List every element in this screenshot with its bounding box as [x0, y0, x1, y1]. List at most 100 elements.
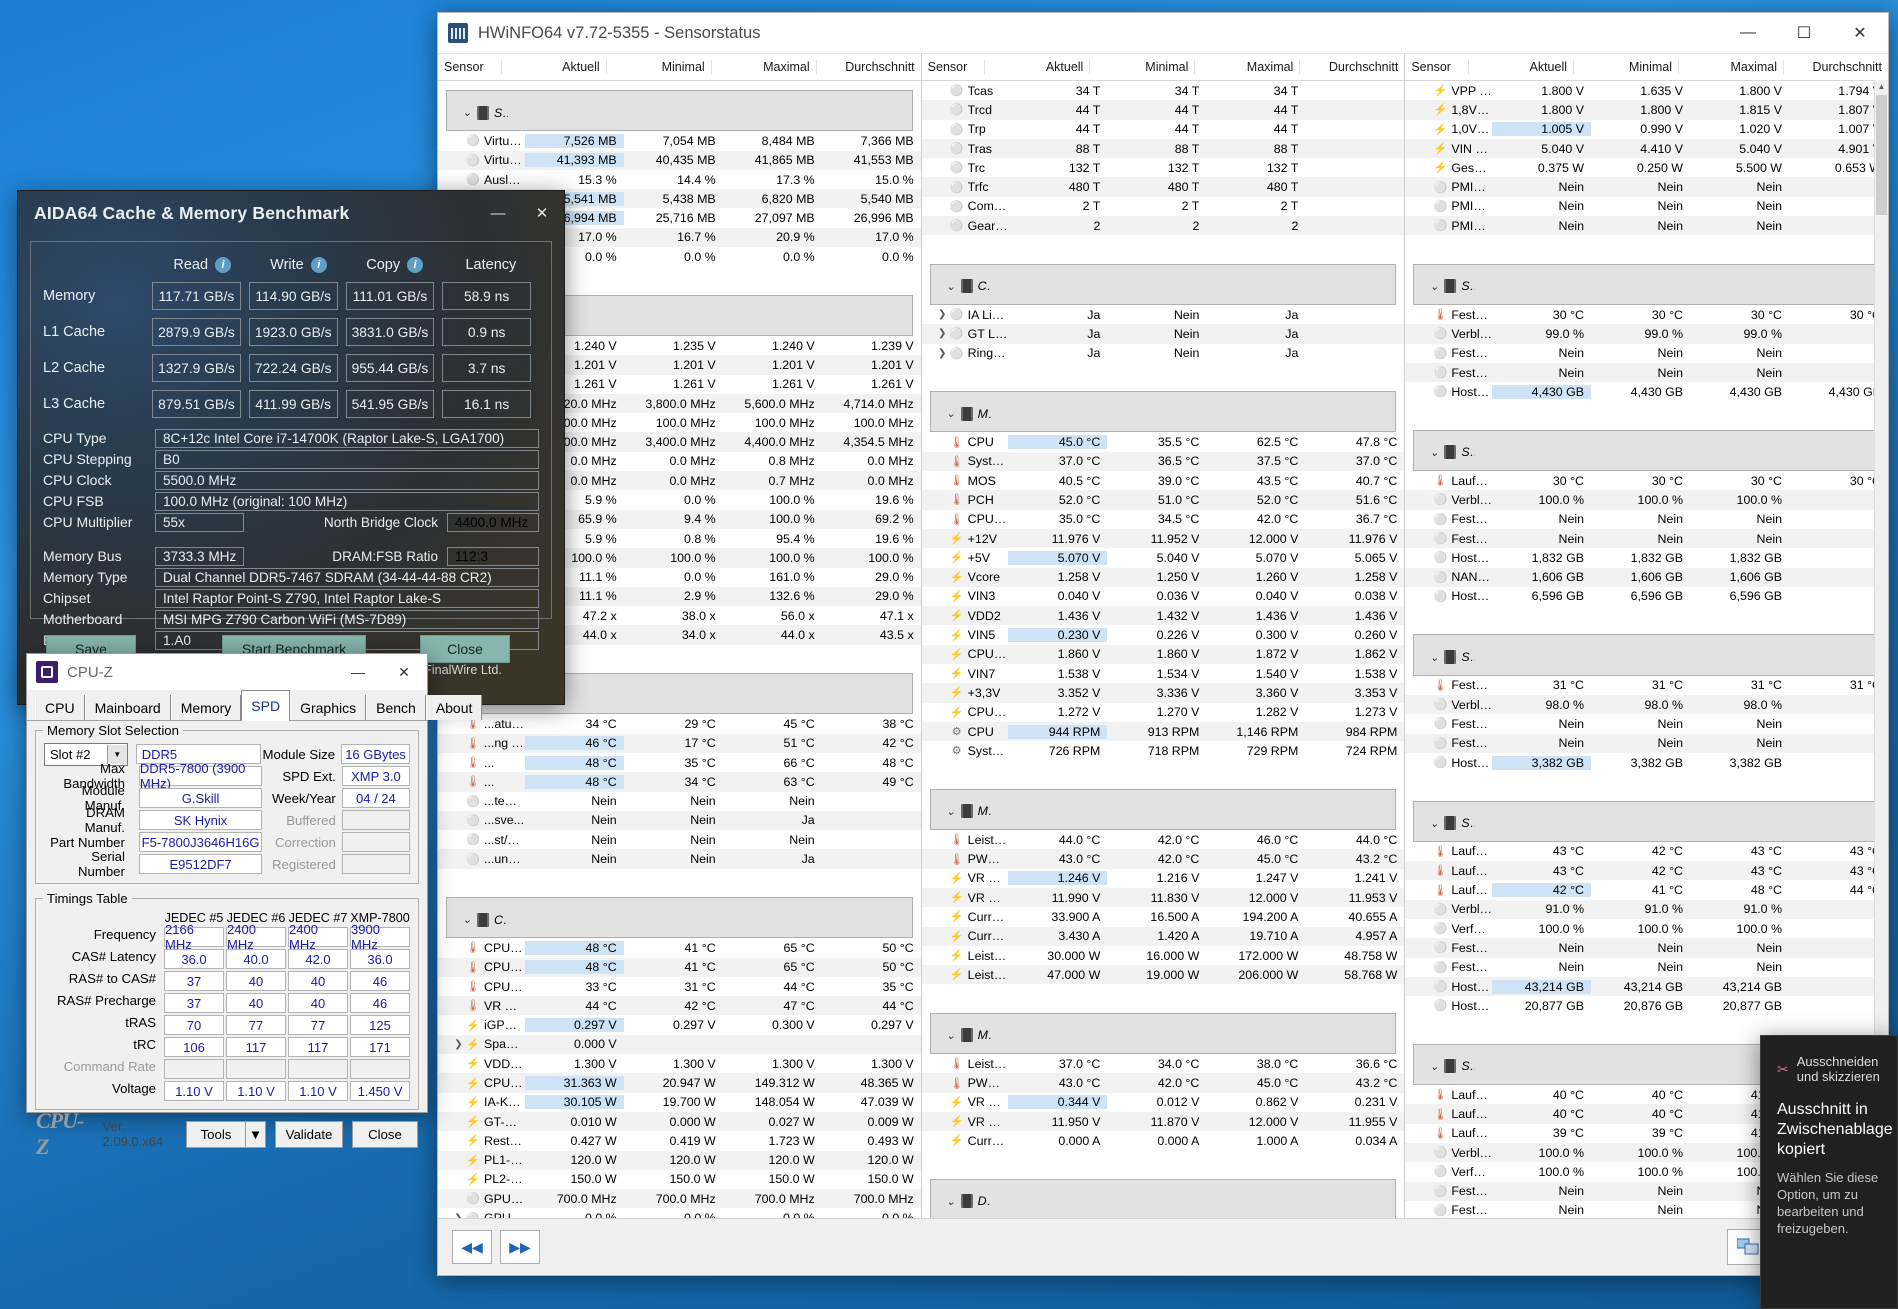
sensor-row[interactable]: ⚡ VIN7 1.538 V 1.534 V 1.540 V 1.538 V	[922, 664, 1405, 683]
sensor-row[interactable]: ⚙ System 4 726 RPM 718 RPM 729 RPM 724 RPM	[922, 741, 1405, 760]
sensor-row[interactable]: ⚪ ...sve... Nein Nein Ja	[438, 810, 921, 831]
sensor-row[interactable]: ❯⚪IA Limit Reasons Ja Nein Ja	[922, 305, 1405, 324]
sensor-row[interactable]: 🌡Festplatten-Luftstro... 30 °C 30 °C 30 °C 3…	[1405, 305, 1888, 324]
sensor-row[interactable]: ⚪Festplattenfehler Nein Nein Nein	[1405, 510, 1888, 529]
aida64-window-controls[interactable]: — ✕	[476, 191, 564, 235]
prev-page-button[interactable]: ◀◀	[452, 1230, 492, 1264]
sensor-row[interactable]: 🌡Laufwerkstemperatur 2 43 °C 42 °C 43 °C 43 …	[1405, 861, 1888, 881]
sensor-group-header[interactable]: ⌄ MSI MPG Z790 CARBON WIFI (MS-7D89) (Ren…	[929, 1012, 1397, 1055]
scroll-up-icon[interactable]: ▲	[1875, 80, 1888, 93]
sensor-row[interactable]: 🌡 CPU IA-Kerne48 °C 41 °C 65 °C 50 °C	[438, 957, 921, 977]
sensor-row[interactable]: ⚪ Trc 132 T 132 T 132 T	[922, 158, 1405, 177]
close-icon[interactable]: ✕	[535, 205, 549, 222]
sensor-row[interactable]: ⚪Festplattenfehler Nein Nein Nein	[1405, 344, 1888, 363]
info-icon[interactable]: i	[407, 257, 424, 273]
sensor-group-header[interactable]: ⌄ S.M.A.R.T.: Samsung SSD 850 EVO 250GB (…	[1413, 634, 1881, 676]
sensor-row[interactable]: ⚪...ung5.9 %0.0 %100.0 %19.6 %	[438, 490, 921, 509]
col-average[interactable]: Durchschnitt	[845, 60, 915, 74]
sensor-row[interactable]: ⚡ VDD2 1.436 V 1.432 V 1.436 V 1.436 V	[921, 606, 1405, 626]
sensor-row[interactable]: ❯⚪GPU D3D-Auslastung0.0 %0.0 %0.0 %0.0 %	[438, 1208, 921, 1218]
sensor-row[interactable]: 🌡Leistung Stage Max 37.0 °C 34.0 °C 38.0 °C…	[922, 1054, 1405, 1073]
tools-button[interactable]: Tools	[186, 1120, 246, 1148]
tab-graphics[interactable]: Graphics	[290, 695, 367, 720]
sensor-pane-1[interactable]: Sensor Aktuell Minimal Maximal Durchschn…	[438, 54, 922, 1218]
col-minimum[interactable]: Minimal	[1574, 60, 1680, 74]
sensor-row[interactable]: ⚡ +5V 5.070 V 5.040 V 5.070 V 5.065 V	[922, 548, 1405, 567]
sensor-row[interactable]: ⚡CPU AUX 1.860 V 1.860 V 1.872 V 1.862 V	[921, 644, 1405, 665]
sensor-row[interactable]: ⚡1,0V VOUT Spannung1.005 V 0.990 V 1.020 V…	[1405, 120, 1888, 139]
sensor-group-header[interactable]: ⌄ CPU [#0]: Intel Core i7-14700K: Enhance…	[446, 896, 913, 939]
sensor-row[interactable]: ⚪Verbleibende Lebens... 100.0 % 100.0 % 100…	[1405, 490, 1888, 510]
minimize-icon[interactable]: —	[1740, 24, 1756, 41]
sensor-row[interactable]: 🌡Laufwerkstemperatur 43 °C 42 °C 43 °C 43 °C	[1405, 842, 1888, 861]
chevron-down-icon[interactable]: ▼	[106, 744, 127, 764]
close-button[interactable]: Close	[352, 1120, 418, 1148]
close-icon[interactable]: ✕	[398, 663, 410, 680]
sensor-group-header[interactable]: ⌄ System: MSI MS-7D89	[446, 90, 913, 132]
sensor-row[interactable]: ❯⚪GT Limit Reasons Ja Nein Ja	[921, 324, 1405, 344]
sensor-row[interactable]: ⚪Command Rate 2 T 2 T 2 T	[922, 197, 1405, 216]
info-icon[interactable]: i	[310, 257, 327, 273]
sensor-row[interactable]: 🌡 System 37.0 °C 36.5 °C 37.5 °C 37.0 °C	[921, 451, 1405, 472]
sensor-row[interactable]: 🌡 CPU-Paket48 °C 41 °C 65 °C 50 °C	[438, 938, 921, 957]
sensor-row[interactable]: ⚪ Auslastung des virtu... 15.3 % 14.4 % 17.3…	[438, 170, 921, 189]
sensor-row[interactable]: ⚡ PL1-Leistungsgrenzw... 120.0 W 120.0 W 120…	[438, 1150, 921, 1170]
sensor-row[interactable]: ⚡iGPU VID0.297 V0.297 V0.300 V0.297 V	[438, 1015, 921, 1034]
col-current[interactable]: Aktuell	[985, 60, 1091, 74]
sensor-row[interactable]: ⚪PMIC-Überspannung Nein Nein Nein	[1405, 197, 1888, 216]
sensor-row[interactable]: ⚪Host-Schreibvorgäng...4,430 GB4,430 GB4…	[1405, 382, 1888, 401]
sensor-row[interactable]: ⚡ GT-Kerne Leistungsa... 0.010 W 0.000 W 0.0…	[438, 1111, 921, 1132]
sensor-row[interactable]: 🌡 PCH 52.0 °C 51.0 °C 52.0 °C 51.6 °C	[921, 490, 1405, 510]
sensor-row[interactable]: ❯⚡ Spannungsversatz 0.000 V	[438, 1034, 921, 1055]
sensor-row[interactable]: ⚪PMIC-Unterspannung Nein Nein Nein	[1405, 216, 1888, 236]
sensor-row[interactable]: ⚪NAND-Schreibvorgän... 1,606 GB 1,606 GB 1,…	[1405, 567, 1888, 587]
sensor-group-header[interactable]: ⌄ CPU [#0]: Intel Core i7-14700K: Gründe …	[929, 263, 1397, 305]
col-maximum[interactable]: Maximal	[712, 60, 817, 74]
chevron-down-icon[interactable]: ⌄	[1429, 280, 1439, 293]
info-icon[interactable]: i	[215, 257, 232, 273]
sensor-row[interactable]: 🌡 MOS 40.5 °C 39.0 °C 43.5 °C 40.7 °C	[922, 471, 1405, 490]
sensor-row[interactable]: ⚡ VDDQ TX Spannung 1.300 V 1.300 V 1.300 V 1.…	[438, 1054, 921, 1073]
close-button[interactable]: Close	[420, 635, 510, 663]
sensor-row[interactable]: ⚪Auslastung ...ausla...0.0 %0.0 %0.0 %0.…	[438, 247, 921, 266]
sensor-row[interactable]: ⚪PMIC hohe Temperatur Nein Nein Nein	[1405, 177, 1888, 197]
sensor-row[interactable]: ⚪...zienz11.1 %0.0 %161.0 %29.0 %	[438, 568, 921, 587]
col-current[interactable]: Aktuell	[502, 60, 607, 74]
sensor-group-header[interactable]: ⌄ S.M.A.R.T.: SanDisk SDSSDH3 512G (19513…	[1413, 429, 1881, 472]
sensor-row[interactable]: ⚪ Virtueller Speicher ve...41,393 MB 40,43…	[438, 150, 921, 170]
scrollbar-thumb[interactable]	[1876, 95, 1888, 215]
sensor-row[interactable]: ⚡ CPU-Gesamt-Leistun...31.363 W 20.947 W 14…	[438, 1073, 921, 1093]
sensor-row[interactable]: 🌡Laufwerkstemperatur 342 °C 41 °C 48 °C 44 …	[1405, 880, 1888, 899]
sensor-row[interactable]: ⚪Festplattenwarnung Nein Nein Nein	[1405, 958, 1888, 977]
tab-cpu[interactable]: CPU	[35, 695, 85, 720]
sensor-row[interactable]: ⚡Current (IOUT) 0.000 A 0.000 A 1.000 A 0.03…	[922, 1131, 1405, 1150]
sensor-row[interactable]: ❯⚪Ring Limit Reasons Ja Nein Ja	[922, 344, 1405, 363]
sensor-row[interactable]: ⚪ Tras 88 T 88 T 88 T	[921, 138, 1405, 159]
col-current[interactable]: Aktuell	[1469, 60, 1575, 74]
sensor-row[interactable]: ⚡VIN Spannung 5.040 V 4.410 V 5.040 V 4.901 …	[1405, 138, 1888, 159]
sensor-row[interactable]: ⚡ VR VIN 11.950 V 11.870 V 12.000 V 11.955 V	[921, 1111, 1405, 1132]
col-minimum[interactable]: Minimal	[1090, 60, 1196, 74]
hwinfo64-window-controls[interactable]: — ☐ ✕	[1720, 13, 1888, 53]
sensor-row[interactable]: 🌡... 48 °C 35 °C 66 °C 48 °C	[438, 753, 921, 772]
col-minimum[interactable]: Minimal	[607, 60, 712, 74]
sensor-row[interactable]: ⚡ Rest-of-Chip Leistun... 0.427 W 0.419 W 1.…	[438, 1131, 921, 1150]
sensor-row[interactable]: ⚡VPP (SWC) Spannung 1.800 V 1.635 V 1.800 V…	[1405, 81, 1888, 100]
sensor-row[interactable]: ⚪Festplattenwarnung Nein Nein Nein	[1405, 362, 1888, 383]
cpuz-titlebar[interactable]: CPU-Z — ✕	[27, 654, 427, 690]
col-sensor[interactable]: Sensor	[922, 60, 986, 74]
sensor-row[interactable]: ⚡ VR VIN 11.990 V 11.830 V 12.000 V 11.953 V	[921, 887, 1405, 908]
sensor-row[interactable]: ⚪ ...ung... Nein Nein Ja	[438, 849, 921, 869]
sensor-row[interactable]: ⚪Verbleibende Lebens... 91.0 % 91.0 % 91.0 …	[1405, 899, 1888, 919]
chevron-down-icon[interactable]: ▼	[246, 1120, 266, 1148]
sensor-row[interactable]: ⚪Festplattenfehler Nein Nein Nein	[1405, 714, 1888, 733]
sensor-group-header[interactable]: ⌄ MSI MPG Z790 CARBON WIFI (MS-7D89) (Ren…	[929, 788, 1397, 831]
sensor-row[interactable]: ⚪Host-Lesevorgänge i... 20,877 GB 20,876 G…	[1405, 996, 1888, 1015]
expand-icon[interactable]: ❯	[452, 1213, 465, 1218]
cpuz-tab-bar[interactable]: CPU Mainboard Memory SPD Graphics Bench About	[27, 690, 483, 721]
next-page-button[interactable]: ▶▶	[500, 1230, 540, 1264]
minimize-icon[interactable]: —	[490, 204, 506, 222]
expand-icon[interactable]: ❯	[937, 309, 947, 321]
validate-button[interactable]: Validate	[275, 1120, 343, 1148]
